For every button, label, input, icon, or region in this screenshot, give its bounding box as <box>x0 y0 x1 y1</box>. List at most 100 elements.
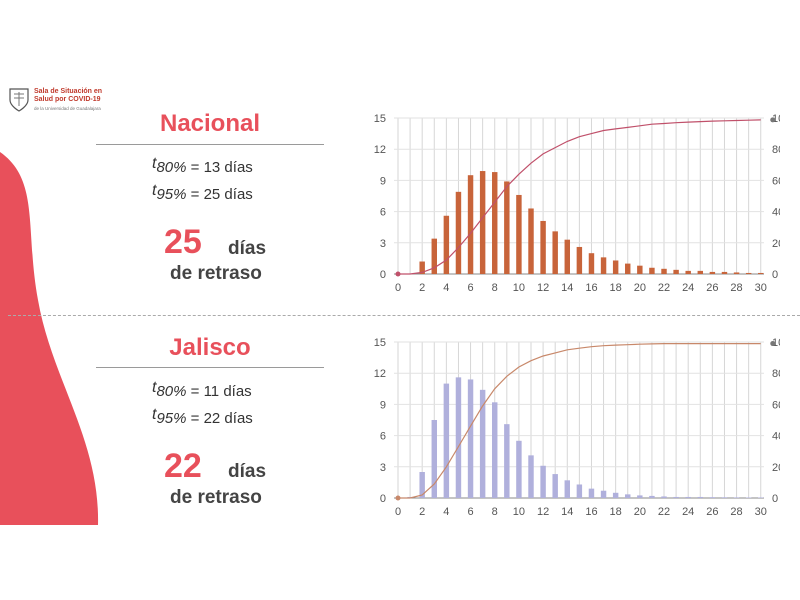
x-tick-label: 10 <box>513 506 525 518</box>
x-tick-label: 4 <box>443 282 449 294</box>
chart-bar <box>564 480 571 498</box>
t-symbol: t <box>152 155 157 172</box>
x-tick-label: 30 <box>755 506 767 518</box>
x-tick-label: 22 <box>658 506 670 518</box>
x-tick-label: 6 <box>467 506 473 518</box>
y-right-tick-label: 20 <box>772 462 780 474</box>
title-rule <box>96 144 324 145</box>
x-tick-label: 10 <box>513 282 525 294</box>
section-divider <box>8 315 800 316</box>
chart-bar <box>576 246 583 274</box>
chart-bar <box>721 271 728 274</box>
chart-bar <box>612 492 619 498</box>
t80-line-jalisco: t80% = 11 días <box>152 379 252 401</box>
t95-line-jalisco: t95% = 22 días <box>152 406 253 428</box>
y-left-tick-label: 12 <box>374 144 386 156</box>
chart-bar <box>588 253 595 274</box>
chart-bar <box>516 440 522 498</box>
y-left-tick-label: 9 <box>380 399 386 411</box>
y-right-tick-label: 80 <box>772 368 780 380</box>
x-tick-label: 12 <box>537 282 549 294</box>
t95-value: = 22 días <box>186 410 253 427</box>
x-tick-label: 30 <box>755 282 767 294</box>
chart-bar <box>431 420 437 498</box>
y-right-tick-label: 0 <box>772 493 778 505</box>
delay-value-jalisco: 22 <box>164 447 202 485</box>
chart-bar <box>745 497 752 498</box>
logo-subtitle: de la Universidad de Guadalajara <box>34 106 101 111</box>
x-tick-label: 14 <box>561 282 573 294</box>
chart-bar <box>709 497 716 498</box>
chart-bar <box>637 265 643 274</box>
chart-bar <box>588 488 595 498</box>
y-right-tick-label: 80 <box>772 144 780 156</box>
line-end-marker <box>770 117 776 123</box>
panel-title-nacional: Nacional <box>159 110 261 137</box>
y-left-tick-label: 6 <box>380 207 386 219</box>
delay-unit-jalisco: días <box>228 461 267 482</box>
chart-bar <box>758 272 764 274</box>
y-left-tick-label: 15 <box>374 337 386 349</box>
y-left-tick-label: 0 <box>380 269 386 281</box>
chart-bar <box>516 194 522 274</box>
y-right-tick-label: 100 <box>772 113 780 125</box>
x-tick-label: 16 <box>585 282 597 294</box>
y-left-tick-label: 15 <box>374 113 386 125</box>
chart-bar <box>673 496 679 498</box>
x-tick-label: 26 <box>706 506 718 518</box>
chart-bar <box>492 172 498 274</box>
delay-label-jalisco: de retraso <box>170 487 262 508</box>
chart-bar <box>733 272 740 274</box>
title-rule <box>96 367 324 368</box>
t80-value: = 11 días <box>186 383 252 400</box>
seal-icon <box>9 88 29 112</box>
chart-bar <box>661 496 667 498</box>
x-tick-label: 26 <box>706 282 718 294</box>
t-symbol: t <box>152 182 157 199</box>
x-tick-label: 12 <box>537 506 549 518</box>
y-left-tick-label: 9 <box>380 175 386 187</box>
chart-bar <box>540 465 546 498</box>
chart-bar <box>552 474 558 498</box>
chart-bar <box>419 472 425 498</box>
chart-bar <box>673 269 679 274</box>
chart-bar <box>685 270 691 274</box>
delay-unit-nacional: días <box>228 238 267 259</box>
t-subscript: 80% <box>156 383 187 400</box>
y-left-tick-label: 3 <box>380 238 386 250</box>
cumulative-line <box>398 119 761 275</box>
chart-bar <box>419 261 425 274</box>
x-tick-label: 14 <box>561 506 573 518</box>
chart-bar <box>709 271 716 274</box>
chart-bar <box>479 389 486 498</box>
y-right-tick-label: 20 <box>772 238 780 250</box>
x-tick-label: 28 <box>730 506 742 518</box>
t80-value: = 13 días <box>186 159 253 176</box>
decorative-blob <box>0 152 99 525</box>
chart-bar <box>758 497 764 498</box>
t-subscript: 95% <box>156 186 187 203</box>
chart-jalisco: 0369121502040608010002468101214161820222… <box>374 337 780 518</box>
chart-bar <box>625 263 631 274</box>
chart-bar <box>479 171 486 274</box>
x-tick-label: 2 <box>419 282 425 294</box>
chart-bar <box>661 268 667 274</box>
line-start-marker <box>395 495 401 501</box>
x-tick-label: 20 <box>634 282 646 294</box>
x-tick-label: 0 <box>395 282 401 294</box>
x-tick-label: 24 <box>682 506 694 518</box>
y-right-tick-label: 0 <box>772 269 778 281</box>
chart-bar <box>576 484 583 498</box>
x-tick-label: 22 <box>658 282 670 294</box>
chart-bar <box>455 377 462 498</box>
chart-bar <box>504 424 510 498</box>
chart-bar <box>697 496 704 498</box>
chart-bar <box>467 379 474 498</box>
chart-bar <box>564 239 571 274</box>
x-tick-label: 0 <box>395 506 401 518</box>
chart-bar <box>600 490 607 498</box>
t-symbol: t <box>152 379 157 396</box>
y-right-tick-label: 60 <box>772 399 780 411</box>
y-right-tick-label: 40 <box>772 207 780 219</box>
t95-line-nacional: t95% = 25 días <box>152 182 253 204</box>
